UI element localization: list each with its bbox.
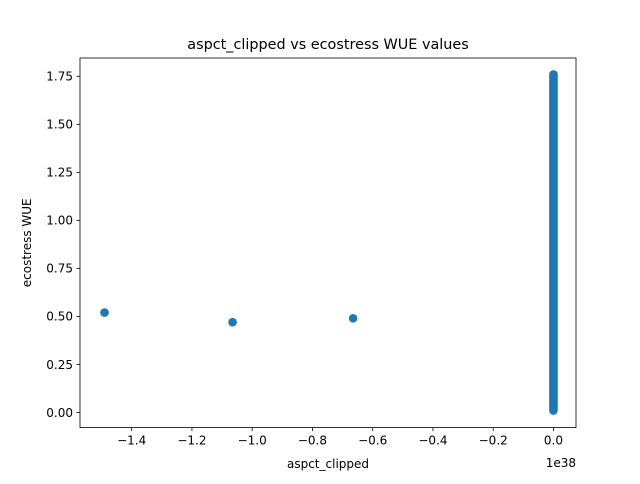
x-tick-label: −0.2 [479, 434, 508, 448]
y-tick-label: 1.25 [46, 166, 73, 180]
x-tick-label: 0.0 [544, 434, 563, 448]
y-axis-ticks: 0.00 0.25 0.50 0.75 1.00 1.25 1.50 1.75 [46, 70, 80, 420]
data-point [100, 308, 109, 317]
data-point [228, 317, 237, 327]
y-tick-label: 1.50 [46, 118, 73, 132]
x-tick-label: −0.6 [358, 434, 387, 448]
x-tick-label: −0.4 [418, 434, 447, 448]
x-axis-ticks: −1.4 −1.2 −1.0 −0.8 −0.6 −0.4 −0.2 0.0 [117, 427, 563, 448]
data-point [348, 314, 358, 323]
x-axis-label: aspct_clipped [287, 457, 369, 471]
y-axis-label: ecostress WUE [20, 198, 34, 287]
y-tick-label: 1.75 [46, 70, 73, 84]
plot-area [100, 70, 558, 415]
y-tick-label: 0.25 [46, 358, 73, 372]
x-tick-label: −1.0 [238, 434, 267, 448]
y-tick-label: 1.00 [46, 214, 73, 228]
x-tick-label: −1.2 [177, 434, 206, 448]
y-tick-label: 0.00 [46, 406, 73, 420]
x-tick-label: −1.4 [117, 434, 146, 448]
chart-title: aspct_clipped vs ecostress WUE values [187, 37, 469, 53]
y-tick-label: 0.75 [46, 262, 73, 276]
data-points-dense-column [549, 70, 558, 415]
x-axis-offset-label: 1e38 [546, 456, 576, 470]
axes-frame [79, 57, 577, 429]
y-tick-label: 0.50 [46, 310, 73, 324]
x-tick-label: −0.8 [298, 434, 327, 448]
